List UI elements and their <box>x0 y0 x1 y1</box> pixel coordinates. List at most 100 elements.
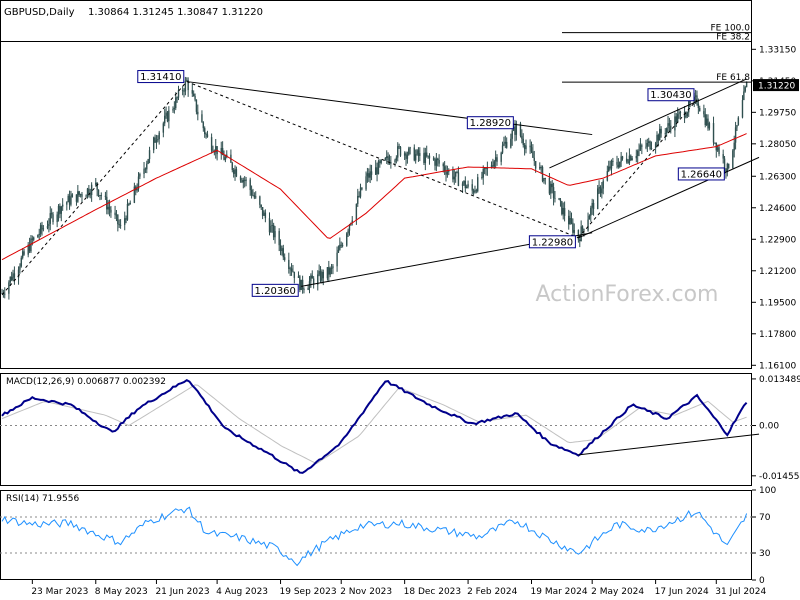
candle <box>588 214 591 220</box>
candle <box>435 153 438 172</box>
candle-body <box>583 229 585 231</box>
candle <box>165 106 167 119</box>
candle <box>559 198 562 207</box>
candle <box>346 232 348 247</box>
candle <box>505 137 508 149</box>
candle <box>202 121 205 132</box>
candle-body <box>67 195 69 203</box>
candle-body <box>348 224 351 231</box>
candle <box>137 172 140 192</box>
candle-body <box>569 218 571 225</box>
candle-body <box>533 157 535 161</box>
candle <box>13 266 16 285</box>
candle <box>591 198 593 215</box>
candle-body <box>707 118 709 129</box>
candle-body <box>379 161 381 163</box>
x-tick-label: 18 Dec 2023 <box>404 587 462 597</box>
annotation-label: 1.20360 <box>255 286 296 297</box>
candle-body <box>96 182 98 190</box>
candle <box>437 157 439 167</box>
symbol-label: GBPUSD,Daily <box>4 7 75 18</box>
ohlc-values: 1.30864 1.31245 1.30847 1.31220 <box>88 7 263 18</box>
candle <box>427 155 429 159</box>
candle-body <box>191 90 193 94</box>
candle <box>133 182 136 204</box>
candle-body <box>573 230 575 233</box>
candle-body <box>581 226 584 230</box>
candle-body <box>234 169 236 174</box>
candle <box>471 179 473 195</box>
candle <box>4 287 6 299</box>
candle-body <box>645 146 647 148</box>
candle <box>477 173 479 193</box>
candle <box>659 123 661 141</box>
candle <box>532 144 534 158</box>
candle <box>176 96 178 103</box>
candle <box>173 101 176 114</box>
candle <box>483 166 486 175</box>
candle <box>744 85 746 93</box>
y-tick-label: 1.33150 <box>759 45 796 55</box>
candle <box>42 225 45 232</box>
candle-body <box>357 195 359 204</box>
candle <box>530 141 533 154</box>
candle <box>250 185 253 199</box>
rsi-y-tick-label: 30 <box>759 549 771 559</box>
candle <box>387 152 389 165</box>
candle-body <box>619 161 621 167</box>
candle-body <box>253 195 256 198</box>
candle <box>75 194 78 206</box>
candle <box>540 165 542 174</box>
candle <box>424 147 427 171</box>
candle-body <box>30 238 32 252</box>
candle-body <box>716 147 719 151</box>
candle-body <box>70 197 72 205</box>
candle <box>563 201 566 222</box>
candle <box>679 110 682 118</box>
candle <box>511 126 513 146</box>
candle <box>625 152 628 164</box>
candle-body <box>129 202 131 205</box>
candle-body <box>550 183 552 194</box>
macd-y-tick-label: -0.014554 <box>759 472 800 482</box>
rsi-y-tick-label: 70 <box>759 513 771 523</box>
candle <box>319 266 322 283</box>
candle <box>301 275 304 294</box>
candle <box>715 142 717 158</box>
candle <box>146 160 148 174</box>
candle-body <box>676 114 679 123</box>
candle <box>252 188 254 197</box>
candle-body <box>548 177 551 194</box>
candle-body <box>482 168 484 178</box>
candle <box>329 266 331 278</box>
header-layer: GBPUSD,Daily 1.30864 1.31245 1.30847 1.3… <box>4 7 263 18</box>
candle-body <box>675 116 677 123</box>
watermark-layer: ActionForex.com <box>536 282 719 307</box>
candle <box>117 214 119 232</box>
candle-body <box>599 187 602 194</box>
candle <box>77 185 79 203</box>
candle <box>580 220 582 242</box>
candle <box>347 228 349 237</box>
candle <box>260 204 262 210</box>
candle <box>645 139 647 150</box>
candle <box>264 209 267 223</box>
candle-body <box>523 144 526 150</box>
candle <box>543 177 545 184</box>
candle-body <box>668 123 671 126</box>
candle <box>638 143 640 157</box>
candle <box>37 234 39 238</box>
candle <box>394 158 396 167</box>
candle <box>71 193 74 198</box>
candle-body <box>529 145 531 148</box>
candle <box>311 270 313 279</box>
candle <box>290 263 293 276</box>
candle-body <box>387 156 389 160</box>
candle-body <box>215 146 217 153</box>
candle-body <box>173 108 176 109</box>
candle-body <box>504 141 507 144</box>
candle-body <box>61 204 64 207</box>
candle <box>125 215 127 224</box>
